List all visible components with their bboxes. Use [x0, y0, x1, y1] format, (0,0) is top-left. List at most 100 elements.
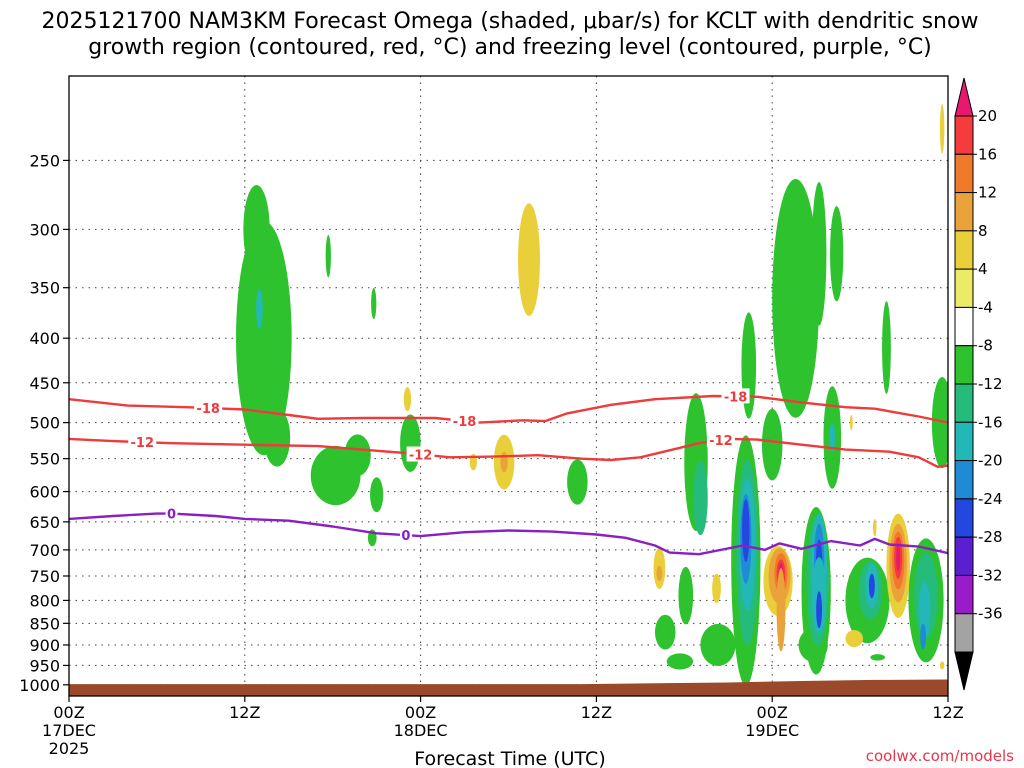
omega-blob — [742, 499, 750, 562]
omega-blob — [256, 288, 263, 330]
omega-blob — [870, 654, 886, 661]
omega-blob — [712, 573, 721, 604]
omega-blob — [567, 459, 588, 505]
x-axis-label: Forecast Time (UTC) — [414, 748, 605, 768]
colorbar-swatch — [954, 115, 974, 155]
contour-line — [69, 437, 948, 468]
y-tick-label: 900 — [29, 636, 60, 655]
chart-title-line-2: growth region (contoured, red, °C) and f… — [88, 35, 932, 60]
colorbar-label: 20 — [978, 107, 997, 125]
colorbar-label: -16 — [978, 413, 1003, 431]
y-tick-label: 950 — [29, 656, 60, 675]
omega-blob — [693, 460, 708, 536]
contour-label: -18 — [196, 402, 220, 417]
contour-label-bg — [165, 505, 178, 521]
omega-blob — [920, 623, 927, 650]
x-tick-label: 12Z — [932, 703, 963, 722]
omega-blob — [829, 422, 836, 453]
omega-blob — [772, 178, 820, 418]
omega-blob — [655, 614, 676, 650]
x-tick-label: 00Z — [757, 703, 788, 722]
contour-label: -18 — [453, 415, 477, 430]
colorbar-label: -8 — [978, 337, 993, 355]
colorbar-swatch — [954, 498, 974, 538]
omega-blob — [371, 288, 377, 320]
x-tick-label: 12Z — [229, 703, 260, 722]
y-tick-label: 250 — [29, 151, 60, 170]
contour-label: 0 — [401, 529, 410, 544]
colorbar-swatch — [954, 613, 974, 653]
omega-blob — [882, 301, 891, 394]
y-tick-label: 400 — [29, 329, 60, 348]
contour-label: 0 — [167, 508, 176, 523]
contour-line — [69, 512, 948, 556]
colorbar-label: -24 — [978, 490, 1003, 508]
omega-blob — [325, 234, 331, 278]
colorbar-label: 8 — [978, 222, 988, 240]
colorbar-swatch — [954, 574, 974, 615]
ground-terrain — [69, 679, 948, 696]
omega-blob — [830, 206, 844, 302]
contour-label: -12 — [709, 434, 733, 449]
omega-blob — [700, 623, 736, 666]
colorbar-bottom-arrow — [954, 651, 974, 691]
x-tick-label: 12Z — [581, 703, 612, 722]
colorbar-swatch — [954, 536, 974, 576]
y-tick-label: 450 — [29, 374, 60, 393]
x-tick-date-label: 18DEC — [394, 721, 448, 740]
y-tick-label: 300 — [29, 220, 60, 239]
contour-label: -12 — [409, 449, 433, 464]
colorbar-swatch — [954, 306, 974, 347]
omega-blob — [896, 544, 901, 572]
colorbar-label: -20 — [978, 452, 1003, 470]
omega-blob — [811, 182, 827, 326]
colorbar-swatch — [954, 383, 974, 423]
colorbar-swatch — [954, 230, 974, 270]
omega-blob — [403, 387, 412, 412]
colorbar-label: -36 — [978, 605, 1003, 623]
colorbar: 20 16 12 8 4 -4 -8 -12 -16 -20 -24 -28 -32 -36 — [954, 77, 1003, 691]
omega-blob — [849, 415, 853, 431]
omega-blob — [872, 519, 877, 537]
plot-frame — [68, 75, 949, 697]
y-tick-label: 1000 — [19, 676, 60, 695]
colorbar-label: -28 — [978, 528, 1003, 546]
y-tick-label: 800 — [29, 591, 60, 610]
omega-blob — [518, 203, 540, 316]
x-tick-date-label: 2025 — [49, 739, 90, 758]
colorbar-swatch — [954, 268, 974, 308]
colorbar-label: 16 — [978, 145, 997, 163]
colorbar-label: 12 — [978, 184, 997, 202]
omega-blob — [816, 591, 823, 629]
contour-label-bg — [406, 446, 435, 462]
contour-label-bg — [706, 431, 735, 447]
omega-shading — [236, 104, 948, 686]
omega-blob — [918, 582, 931, 638]
omega-blob — [761, 408, 783, 481]
y-tick-label: 650 — [29, 513, 60, 532]
contour-label-bg — [721, 388, 750, 404]
y-axis: 250 300 350 400 450 500 550 600 650 700 750 800 850 9… — [19, 151, 69, 695]
credit-text: coolwx.com/models — [866, 747, 1014, 765]
ground-fill — [69, 679, 948, 696]
omega-blob — [939, 104, 945, 154]
contour-label-bg — [194, 400, 223, 416]
colorbar-swatch — [954, 153, 974, 194]
x-tick-date-label: 17DEC — [42, 721, 96, 740]
omega-blob — [263, 408, 291, 467]
y-tick-label: 500 — [29, 414, 60, 433]
omega-blob — [370, 477, 384, 513]
omega-blob — [666, 653, 694, 670]
y-tick-label: 850 — [29, 614, 60, 633]
colorbar-swatch — [954, 345, 974, 385]
y-tick-label: 750 — [29, 567, 60, 586]
colorbar-label: -12 — [978, 375, 1003, 393]
colorbar-swatch — [954, 192, 974, 232]
omega-plume — [236, 221, 292, 456]
omega-blob — [344, 434, 371, 477]
omega-blob — [776, 568, 786, 652]
colorbar-label: -4 — [978, 298, 993, 316]
x-tick-date-label: 19DEC — [745, 721, 799, 740]
